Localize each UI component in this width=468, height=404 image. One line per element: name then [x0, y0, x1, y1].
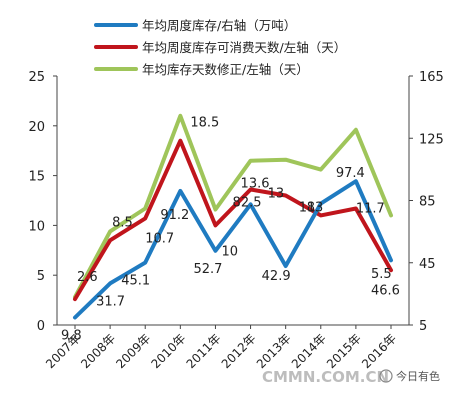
data-label: 42.9 — [262, 269, 291, 284]
x-tick-label: 2012年 — [219, 331, 259, 371]
data-labels: 2.6 9.8 8.5 31.7 10.7 45.1 18.5 91.2 10 52.7 13.6 8… — [61, 116, 400, 344]
watermark-text: CMMN.COM.CN — [262, 368, 389, 386]
watermark-badge-text: 今日有色 — [396, 369, 440, 383]
watermark: CMMN.COM.CN 今日有色 — [262, 368, 440, 386]
legend-label: 年均库存天数修正/左轴（天） — [142, 62, 309, 77]
data-label: 11 — [299, 200, 316, 215]
legend: 年均周度库存/右轴（万吨） 年均周度库存可消费天数/左轴（天） 年均库存天数修正/左… — [94, 18, 346, 77]
right-tick-label: 5 — [419, 319, 427, 334]
data-label: 13 — [268, 187, 285, 202]
left-tick-label: 5 — [37, 269, 45, 284]
data-label: 46.6 — [371, 283, 400, 298]
data-label: 11.7 — [356, 201, 385, 216]
right-tick-label: 85 — [419, 195, 436, 210]
series-lines — [73, 113, 393, 320]
x-axis-ticks: 2007年2008年2009年2010年2011年2012年2013年2014年… — [43, 325, 399, 371]
left-tick-label: 15 — [28, 170, 45, 185]
data-label: 52.7 — [193, 262, 222, 277]
right-tick-label: 125 — [419, 132, 444, 147]
x-tick-label: 2016年 — [359, 331, 399, 371]
right-tick-label: 45 — [419, 257, 436, 272]
x-tick-label: 2015年 — [324, 331, 364, 371]
data-label: 8.5 — [112, 215, 133, 230]
x-tick-label: 2009年 — [113, 331, 153, 371]
x-tick-label: 2014年 — [289, 331, 329, 371]
data-label: 31.7 — [96, 294, 125, 309]
data-label: 9.8 — [61, 329, 82, 344]
data-label: 2.6 — [77, 270, 98, 285]
legend-label: 年均周度库存/右轴（万吨） — [142, 18, 296, 33]
series-line — [73, 138, 393, 302]
x-tick-label: 2010年 — [148, 331, 188, 371]
series-line — [73, 179, 393, 320]
data-label: 18.5 — [190, 116, 219, 131]
data-label: 91.2 — [160, 208, 189, 223]
data-label: 10 — [221, 244, 238, 259]
series-line — [73, 113, 393, 300]
wechat-badge-icon — [379, 369, 393, 383]
data-label: 82.5 — [233, 195, 262, 210]
left-tick-label: 20 — [28, 120, 45, 135]
left-tick-label: 0 — [37, 319, 45, 334]
data-label: 13.6 — [241, 177, 270, 192]
x-tick-label: 2013年 — [254, 331, 294, 371]
data-label: 83 — [307, 201, 324, 216]
data-label: 5.5 — [371, 267, 392, 282]
left-axis-ticks: 0 5 10 15 20 25 — [28, 70, 57, 334]
data-label: 97.4 — [336, 166, 365, 181]
data-label: 10.7 — [145, 231, 174, 246]
left-tick-label: 25 — [28, 70, 45, 85]
legend-label: 年均周度库存可消费天数/左轴（天） — [142, 40, 346, 55]
right-tick-label: 165 — [419, 70, 444, 85]
left-tick-label: 10 — [28, 219, 45, 234]
x-tick-label: 2008年 — [78, 331, 118, 371]
data-label: 45.1 — [121, 274, 150, 289]
right-axis-ticks: 5 45 85 125 165 — [409, 70, 444, 334]
x-tick-label: 2011年 — [184, 331, 224, 371]
